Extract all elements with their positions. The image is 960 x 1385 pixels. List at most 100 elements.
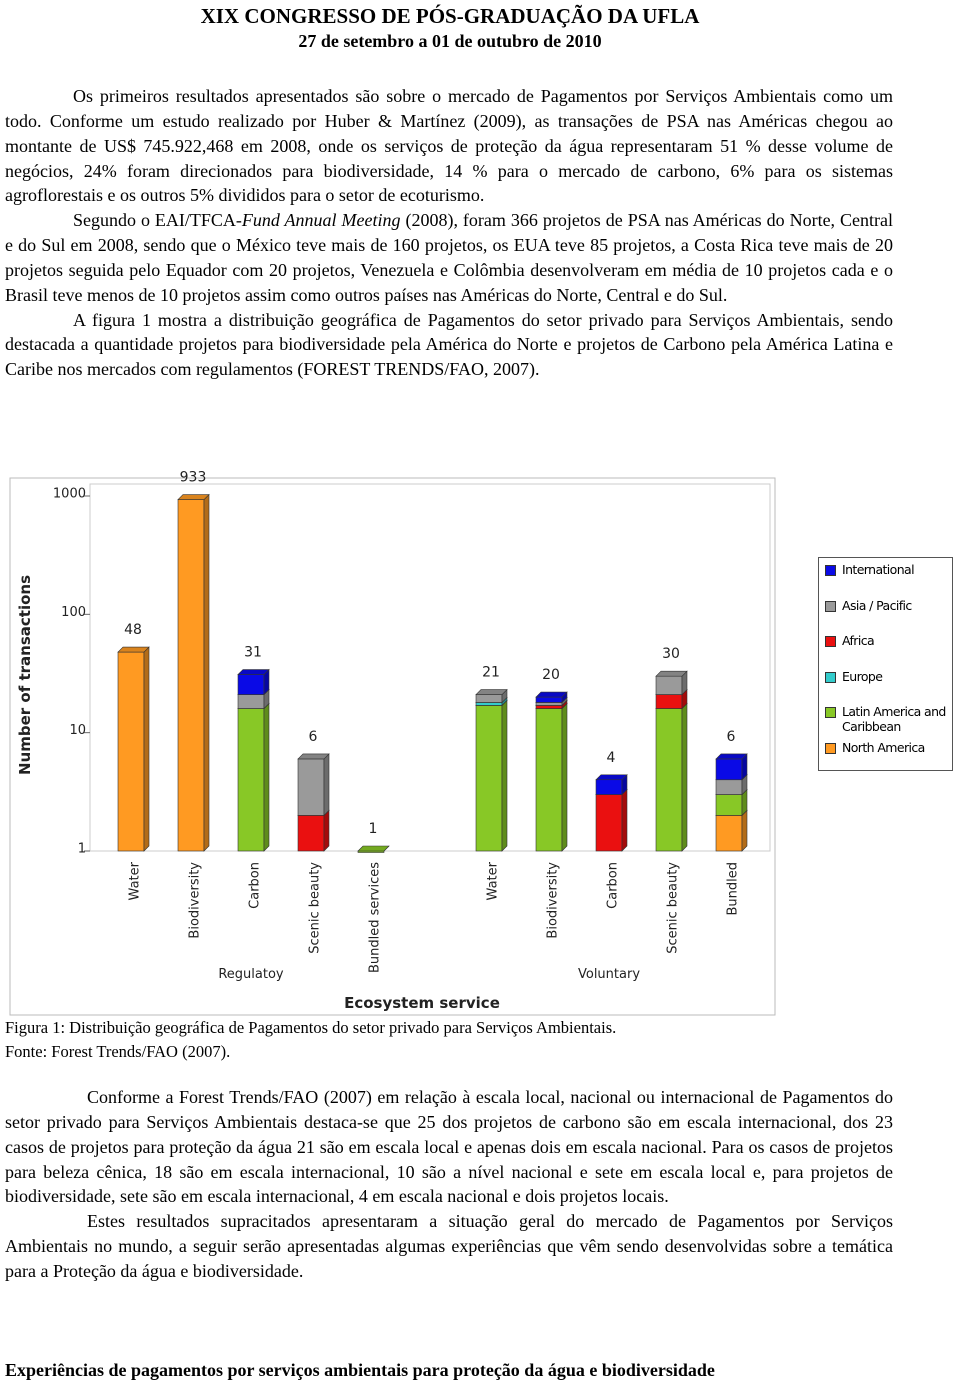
x-tick-label: Biodiversity: [188, 862, 203, 939]
x-tick-label: Scenic beauty: [308, 862, 323, 954]
legend-item: International: [825, 562, 950, 598]
bar-top: [357, 845, 390, 852]
bar-side: [681, 702, 688, 852]
bar-segment: [117, 651, 145, 852]
header-subtitle: 27 de setembro a 01 de outubro de 2010: [298, 31, 602, 51]
y-tick-label: 1: [78, 842, 86, 857]
bar-segment: [475, 705, 503, 852]
legend-item: Asia / Pacific: [825, 598, 950, 634]
bar-segment: [237, 694, 265, 709]
bar-segment: [475, 694, 503, 703]
legend-item: Africa: [825, 633, 950, 669]
y-tick-label: 100: [61, 605, 86, 620]
bar-top: [475, 689, 508, 695]
paragraph: Estes resultados supracitados apresentar…: [5, 1211, 893, 1281]
chart: 1 10 100 1000 Number of transactions Ecosyste…: [9, 470, 776, 1016]
bar-top: [655, 670, 688, 677]
bar-segment: [715, 758, 743, 781]
legend-label: North America: [842, 739, 925, 755]
header-title: XIX CONGRESSO DE PÓS-GRADUAÇÃO DA UFLA: [200, 4, 700, 28]
bar-segment: [237, 708, 265, 852]
bar-top: [535, 691, 568, 698]
total-label: 933: [180, 470, 207, 486]
x-tick-label: Carbon: [606, 862, 621, 909]
legend-item: North America: [825, 740, 950, 776]
total-label: 4: [607, 750, 616, 766]
bar-segment: [535, 705, 563, 709]
bar-segment: [715, 779, 743, 795]
bar-segment: [177, 499, 205, 852]
bar-segment: [655, 708, 683, 852]
bar-side: [323, 753, 330, 817]
bar-side: [203, 493, 210, 852]
legend-label: International: [842, 562, 915, 577]
bar-side: [143, 646, 150, 852]
legend-label: Latin America and Caribbean: [842, 704, 946, 734]
bar-top: [297, 753, 330, 760]
paragraph: Conforme a Forest Trends/FAO (2007) em r…: [5, 1087, 893, 1207]
total-label: 6: [727, 729, 736, 745]
section-heading: Experiências de pagamentos por serviços …: [5, 1360, 715, 1380]
bar-segment: [595, 779, 623, 795]
x-tick-label: Water: [128, 861, 143, 900]
legend-label: Asia / Pacific: [842, 597, 912, 613]
bar-segment: [297, 758, 325, 816]
bar-side: [501, 699, 508, 852]
paragraph: Segundo o EAI/TFCA-Fund Annual Meeting (…: [5, 208, 893, 307]
legend-swatch: [825, 742, 836, 754]
bar-side: [323, 809, 330, 852]
caption: Figura 1: Distribuição geográfica de Pag…: [5, 1018, 617, 1037]
bar-segment: [715, 815, 743, 852]
paragraph: A figura 1 mostra a distribuição geográf…: [5, 309, 893, 380]
legend-label: Africa: [842, 633, 875, 648]
bar-top: [117, 646, 150, 653]
y-tick-label: 1000: [53, 487, 86, 502]
x-tick-label: Water: [486, 861, 501, 900]
body-text: Os primeiros resultados apresentados são…: [5, 84, 893, 382]
group-label: Voluntary: [578, 967, 640, 982]
legend-swatch: [825, 600, 836, 612]
bar-segment: [655, 694, 683, 709]
bar-segment: [715, 794, 743, 816]
bar-top: [715, 753, 748, 760]
total-label: 6: [309, 729, 318, 745]
total-label: 1: [369, 821, 378, 837]
bar-segment: [297, 815, 325, 852]
x-tick-label: Biodiversity: [546, 862, 561, 939]
bar-segment: [535, 702, 563, 706]
bar-side: [621, 788, 628, 852]
bar-side: [561, 702, 568, 852]
legend-item: Europe: [825, 669, 950, 705]
plot-frame: [89, 483, 771, 852]
bar-top: [237, 669, 270, 675]
text: Segundo o EAI/TFCA-: [73, 210, 242, 231]
bar-segment: [595, 794, 623, 852]
total-label: 21: [482, 665, 500, 681]
legend-label: Europe: [842, 668, 883, 684]
x-tick-label: Bundled services: [368, 862, 383, 973]
paragraph: Os primeiros resultados apresentados são…: [5, 86, 893, 206]
y-axis-label: Number of transactions: [16, 575, 34, 775]
legend-swatch: [825, 671, 836, 683]
text: (2008), foram 366 projetos de PSA nas Am…: [5, 210, 894, 305]
total-label: 20: [542, 667, 560, 683]
legend: International Asia / Pacific Africa Europe L…: [818, 557, 953, 771]
total-label: 31: [244, 645, 262, 661]
legend-swatch: [825, 636, 836, 647]
bar-side: [741, 809, 748, 852]
bar-segment: [535, 696, 563, 703]
group-label: Regulatoy: [218, 967, 284, 982]
bar-top: [177, 494, 210, 500]
bar-top: [595, 774, 628, 781]
x-tick-label: Scenic beauty: [666, 862, 681, 954]
body-text: Conforme a Forest Trends/FAO (2007) em r…: [5, 1085, 893, 1284]
bar-segment: [237, 674, 265, 695]
x-tick-label: Carbon: [248, 862, 263, 909]
bar-side: [263, 702, 270, 852]
legend-item: Latin America and Caribbean: [825, 704, 950, 740]
bar-segment: [655, 675, 683, 695]
total-label: 30: [662, 646, 680, 662]
x-tick-label: Bundled: [726, 862, 741, 916]
italic-text: Fund Annual Meeting: [241, 210, 401, 231]
